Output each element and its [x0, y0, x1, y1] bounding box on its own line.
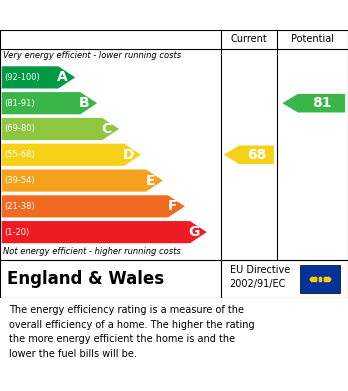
Text: Energy Efficiency Rating: Energy Efficiency Rating — [9, 7, 230, 23]
Text: D: D — [122, 148, 134, 162]
Text: Current: Current — [230, 34, 267, 45]
Polygon shape — [224, 145, 274, 164]
Text: The energy efficiency rating is a measure of the
overall efficiency of a home. T: The energy efficiency rating is a measur… — [9, 305, 254, 359]
Text: 68: 68 — [247, 148, 266, 162]
Polygon shape — [2, 92, 97, 114]
Text: England & Wales: England & Wales — [7, 270, 164, 288]
Text: Not energy efficient - higher running costs: Not energy efficient - higher running co… — [3, 247, 181, 256]
Text: G: G — [189, 225, 200, 239]
Polygon shape — [2, 221, 207, 243]
Polygon shape — [2, 169, 163, 192]
Text: EU Directive
2002/91/EC: EU Directive 2002/91/EC — [230, 265, 290, 289]
Text: F: F — [167, 199, 177, 213]
Text: (69-80): (69-80) — [5, 124, 35, 133]
Text: (81-91): (81-91) — [5, 99, 35, 108]
Text: C: C — [101, 122, 112, 136]
Text: (55-68): (55-68) — [5, 150, 35, 159]
Text: 81: 81 — [312, 96, 331, 110]
Polygon shape — [282, 94, 345, 113]
Polygon shape — [2, 66, 75, 88]
Text: (21-38): (21-38) — [5, 202, 35, 211]
Polygon shape — [2, 195, 185, 217]
Polygon shape — [2, 143, 141, 166]
Polygon shape — [2, 118, 119, 140]
Text: (1-20): (1-20) — [5, 228, 30, 237]
Text: Potential: Potential — [291, 34, 334, 45]
Text: Very energy efficient - lower running costs: Very energy efficient - lower running co… — [3, 51, 182, 60]
Text: E: E — [145, 174, 155, 188]
Text: B: B — [79, 96, 90, 110]
Bar — [300, 265, 340, 293]
Text: (92-100): (92-100) — [5, 73, 40, 82]
Text: A: A — [57, 70, 68, 84]
Text: (39-54): (39-54) — [5, 176, 35, 185]
